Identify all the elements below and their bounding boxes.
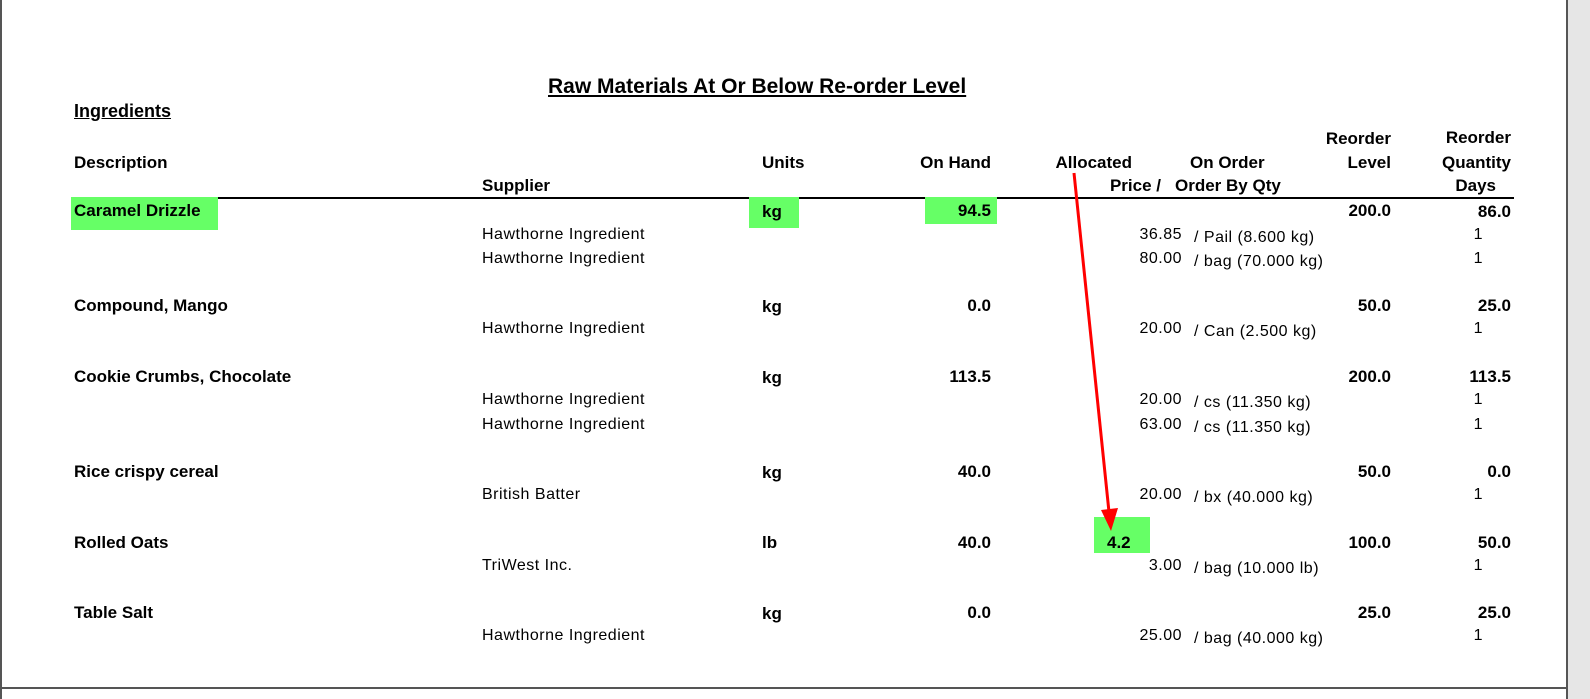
report-title: Raw Materials At Or Below Re-order Level <box>548 75 967 98</box>
supplier-days: 1 <box>1473 391 1483 408</box>
viewer-background <box>1568 0 1590 699</box>
supplier-name: Hawthorne Ingredient <box>482 250 645 267</box>
item-reorder-qty: 25.0 <box>1477 603 1511 622</box>
supplier-name: British Batter <box>482 486 581 503</box>
supplier-name: Hawthorne Ingredient <box>482 627 645 644</box>
item-on-hand: 0.0 <box>967 603 991 622</box>
supplier-order-by: / cs (11.350 kg) <box>1194 419 1312 436</box>
supplier-days: 1 <box>1473 486 1483 503</box>
supplier-name: Hawthorne Ingredient <box>482 416 645 433</box>
item-description: Compound, Mango <box>74 296 228 315</box>
report-page: Raw Materials At Or Below Re-order Level… <box>71 75 1514 647</box>
supplier-order-by: / bag (40.000 kg) <box>1194 630 1324 647</box>
section-heading: Ingredients <box>74 101 172 121</box>
item-units: lb <box>762 533 778 552</box>
supplier-order-by: / bag (10.000 lb) <box>1194 560 1320 577</box>
item-on-hand: 40.0 <box>957 533 991 552</box>
header-reorder-level-line2: Level <box>1347 153 1391 172</box>
supplier-name: Hawthorne Ingredient <box>482 391 645 408</box>
supplier-name: Hawthorne Ingredient <box>482 320 645 337</box>
item-description: Rolled Oats <box>74 533 169 552</box>
annotation-arrow <box>1072 172 1118 531</box>
item-units: kg <box>762 297 782 316</box>
item-on-hand: 113.5 <box>949 367 991 386</box>
item-description: Table Salt <box>74 603 154 622</box>
item-reorder-level: 200.0 <box>1348 201 1391 220</box>
supplier-name: TriWest Inc. <box>482 557 573 574</box>
item-reorder-qty: 86.0 <box>1477 202 1511 221</box>
supplier-days: 1 <box>1473 416 1483 433</box>
supplier-order-by: / Pail (8.600 kg) <box>1194 229 1315 246</box>
supplier-price: 36.85 <box>1139 226 1182 243</box>
item-allocated: 4.2 <box>1107 533 1131 552</box>
supplier-order-by: / cs (11.350 kg) <box>1194 394 1312 411</box>
item-units: kg <box>762 604 782 623</box>
supplier-price: 25.00 <box>1139 627 1182 644</box>
supplier-days: 1 <box>1473 226 1483 243</box>
header-supplier: Supplier <box>482 176 551 195</box>
item-on-hand: 0.0 <box>967 296 991 315</box>
item-reorder-qty: 50.0 <box>1477 533 1511 552</box>
item-units: kg <box>762 463 782 482</box>
header-reorder-qty-line2: Quantity <box>1442 153 1511 172</box>
header-on-order: On Order <box>1190 153 1265 172</box>
window-border-bottom <box>0 687 1568 689</box>
supplier-price: 20.00 <box>1139 486 1182 503</box>
highlight-on-hand <box>925 197 997 224</box>
supplier-price: 80.00 <box>1139 250 1182 267</box>
highlight-units <box>749 197 799 228</box>
supplier-price: 3.00 <box>1148 557 1182 574</box>
item-description: Rice crispy cereal <box>74 462 219 481</box>
supplier-days: 1 <box>1473 557 1483 574</box>
supplier-order-by: / Can (2.500 kg) <box>1194 323 1317 340</box>
header-price: Price / <box>1109 176 1161 195</box>
item-reorder-qty: 0.0 <box>1487 462 1511 481</box>
supplier-days: 1 <box>1473 250 1483 267</box>
header-on-hand: On Hand <box>920 153 991 172</box>
supplier-days: 1 <box>1473 627 1483 644</box>
window-border-right <box>1566 0 1568 699</box>
highlight-description <box>71 197 218 230</box>
supplier-name: Hawthorne Ingredient <box>482 226 645 243</box>
item-reorder-level: 50.0 <box>1357 462 1391 481</box>
header-order-by-qty: Order By Qty <box>1175 176 1281 195</box>
header-units: Units <box>762 153 805 172</box>
window-border-left <box>0 0 2 699</box>
item-units: kg <box>762 202 782 221</box>
item-units: kg <box>762 368 782 387</box>
supplier-price: 20.00 <box>1139 320 1182 337</box>
item-reorder-level: 50.0 <box>1357 296 1391 315</box>
header-reorder-qty-line3: Days <box>1455 176 1496 195</box>
header-reorder-level-line1: Reorder <box>1325 129 1391 148</box>
header-reorder-qty-line1: Reorder <box>1445 128 1511 147</box>
item-reorder-level: 25.0 <box>1357 603 1391 622</box>
header-allocated: Allocated <box>1055 153 1132 172</box>
item-on-hand: 40.0 <box>957 462 991 481</box>
item-reorder-qty: 25.0 <box>1477 296 1511 315</box>
supplier-price: 20.00 <box>1139 391 1182 408</box>
header-description: Description <box>74 153 168 172</box>
item-reorder-level: 100.0 <box>1348 533 1391 552</box>
supplier-price: 63.00 <box>1139 416 1182 433</box>
item-description: Caramel Drizzle <box>74 201 201 220</box>
item-on-hand: 94.5 <box>957 201 991 220</box>
item-reorder-level: 200.0 <box>1348 367 1391 386</box>
item-reorder-qty: 113.5 <box>1469 367 1511 386</box>
supplier-order-by: / bag (70.000 kg) <box>1194 253 1324 270</box>
item-description: Cookie Crumbs, Chocolate <box>74 367 292 386</box>
supplier-days: 1 <box>1473 320 1483 337</box>
supplier-order-by: / bx (40.000 kg) <box>1194 489 1314 506</box>
